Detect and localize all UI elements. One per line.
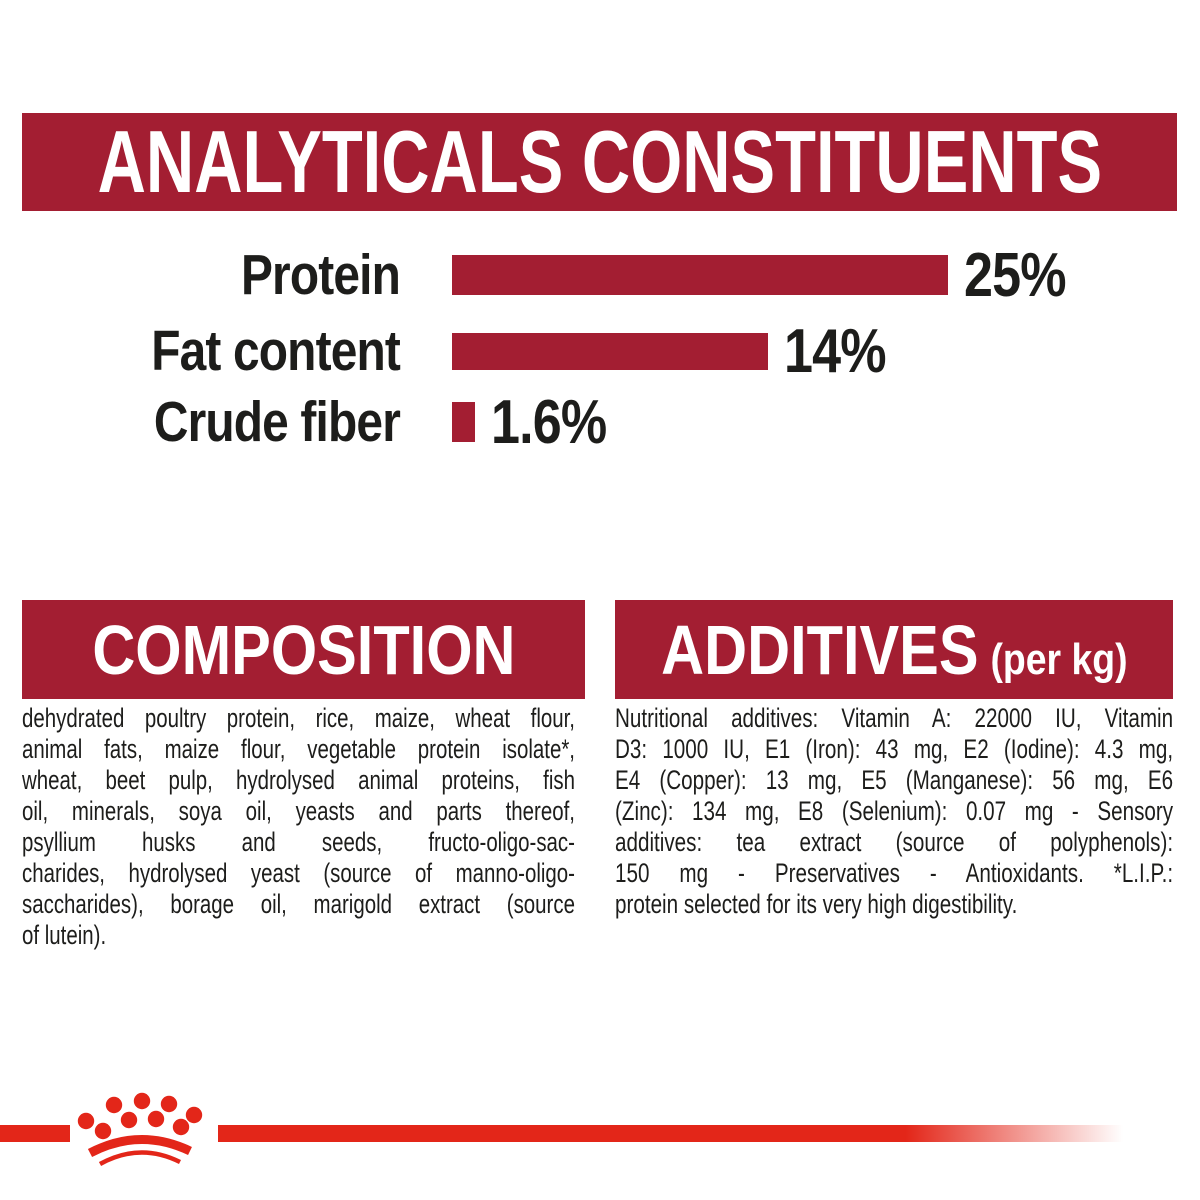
royal-canin-crown-logo xyxy=(77,1092,203,1166)
composition-text: dehydrated poultry protein, rice, maize,… xyxy=(22,703,575,951)
additives-line: protein selected for its very high diges… xyxy=(615,889,1018,919)
composition-line: psyllium husks and seeds, fructo-oligo-s… xyxy=(22,827,575,857)
additives-line: Nutritional additives: Vitamin A: 22000 … xyxy=(615,703,1174,733)
footer-red-band-right xyxy=(218,1125,1123,1142)
composition-line: dehydrated poultry protein, rice, maize,… xyxy=(22,703,575,733)
chart-row-protein: Protein 25% xyxy=(0,241,1085,310)
composition-line: animal fats, maize flour, vegetable prot… xyxy=(22,734,575,764)
additives-line: D3: 1000 IU, E1 (Iron): 43 mg, E2 (Iodin… xyxy=(615,734,1174,764)
composition-line: wheat, beet pulp, hydrolysed animal prot… xyxy=(22,765,575,795)
chart-bar xyxy=(452,255,948,295)
composition-line: of lutein). xyxy=(22,920,107,950)
additives-section-banner: ADDITIVES (per kg) xyxy=(615,600,1173,699)
composition-section-banner: COMPOSITION xyxy=(22,600,585,699)
additives-line: (Zinc): 134 mg, E8 (Selenium): 0.07 mg -… xyxy=(615,796,1174,826)
additives-line: 150 mg - Preservatives - Antioxidants. *… xyxy=(615,858,1174,888)
composition-line: saccharides), borage oil, marigold extra… xyxy=(22,889,575,919)
composition-line: oil, minerals, soya oil, yeasts and part… xyxy=(22,796,575,826)
composition-line: charides, hydrolysed yeast (source of ma… xyxy=(22,858,575,888)
footer-red-band-left xyxy=(0,1125,70,1142)
chart-value-label: 25% xyxy=(964,240,1067,310)
analyticals-header-banner: ANALYTICALS CONSTITUENTS xyxy=(22,112,1177,211)
chart-row-crude-fiber: Crude fiber 1.6% xyxy=(0,388,628,457)
chart-bar xyxy=(452,402,475,442)
additives-section-title: ADDITIVES xyxy=(660,610,979,689)
chart-category-label: Protein xyxy=(240,243,401,307)
chart-category-label: Fat content xyxy=(151,319,401,383)
chart-value-label: 14% xyxy=(784,316,887,386)
chart-category-label: Crude fiber xyxy=(153,390,401,454)
page-title: ANALYTICALS CONSTITUENTS xyxy=(97,112,1102,211)
chart-value-label: 1.6% xyxy=(491,387,607,457)
composition-section-title: COMPOSITION xyxy=(91,610,516,689)
additives-text: Nutritional additives: Vitamin A: 22000 … xyxy=(615,703,1173,920)
additives-per-kg-label: (per kg) xyxy=(990,634,1128,684)
chart-row-fat-content: Fat content 14% xyxy=(0,317,905,386)
additives-line: additives: tea extract (source of polyph… xyxy=(615,827,1174,857)
chart-bar xyxy=(452,332,768,370)
additives-line: E4 (Copper): 13 mg, E5 (Manganese): 56 m… xyxy=(615,765,1174,795)
